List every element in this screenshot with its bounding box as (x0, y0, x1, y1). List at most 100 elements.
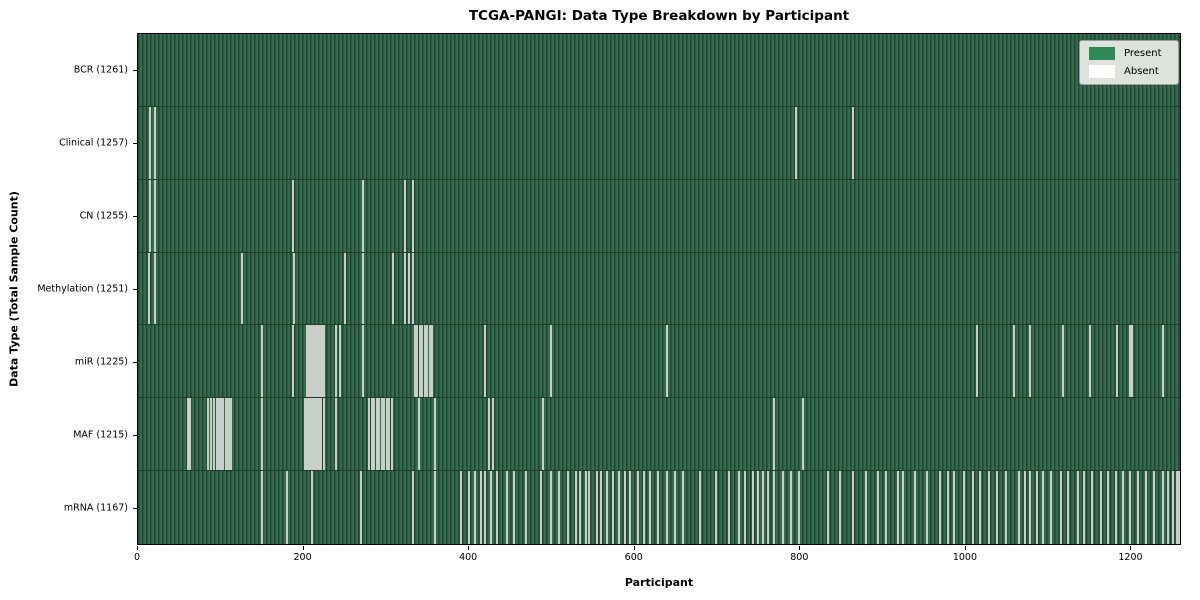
absent-mark (1172, 471, 1175, 544)
x-tick-mark (799, 546, 801, 550)
absent-mark (649, 471, 652, 544)
absent-mark (260, 398, 263, 471)
legend-label-present: Present (1124, 48, 1162, 59)
absent-mark (147, 252, 150, 325)
y-tick-mark (133, 289, 137, 290)
y-tick-label: Clinical (1257) (59, 137, 128, 149)
absent-mark (416, 325, 419, 398)
absent-mark (343, 252, 346, 325)
absent-mark (153, 179, 156, 252)
absent-mark (391, 252, 394, 325)
absent-mark (642, 471, 645, 544)
absent-swatch-icon (1089, 65, 1115, 78)
absent-mark (153, 106, 156, 179)
absent-mark (467, 471, 470, 544)
absent-mark (938, 471, 941, 544)
absent-mark (423, 325, 426, 398)
absent-mark (335, 398, 338, 471)
heatmap-row-clinical (138, 106, 1180, 180)
absent-mark (335, 325, 338, 398)
absent-mark (484, 325, 487, 398)
x-tick-mark (137, 546, 138, 550)
absent-mark (1036, 471, 1039, 544)
absent-mark (1012, 325, 1015, 398)
absent-mark (222, 398, 225, 471)
absent-mark (1083, 471, 1086, 544)
absent-mark (1017, 471, 1020, 544)
absent-mark (1062, 325, 1065, 398)
absent-mark (375, 398, 378, 471)
absent-mark (380, 398, 383, 471)
absent-mark (766, 471, 769, 544)
absent-mark (339, 325, 342, 398)
absent-mark (226, 398, 229, 471)
absent-mark (417, 398, 420, 471)
absent-mark (851, 471, 854, 544)
heatmap-row-maf (138, 398, 1180, 472)
absent-mark (826, 471, 829, 544)
absent-mark (617, 471, 620, 544)
legend-label-absent: Absent (1124, 66, 1159, 77)
absent-mark (1041, 471, 1044, 544)
absent-mark (1175, 471, 1178, 544)
absent-mark (623, 471, 626, 544)
absent-mark (971, 471, 974, 544)
present-swatch-icon (1089, 47, 1115, 60)
absent-mark (1091, 471, 1094, 544)
absent-mark (361, 252, 364, 325)
absent-mark (773, 398, 776, 471)
x-tick-label: 1200 (1118, 552, 1143, 563)
absent-mark (1136, 471, 1139, 544)
absent-mark (550, 471, 553, 544)
y-tick-mark (133, 362, 137, 364)
absent-mark (876, 471, 879, 544)
absent-mark (260, 325, 263, 398)
absent-mark (794, 106, 797, 179)
absent-mark (963, 471, 966, 544)
x-tick-label: 1000 (952, 552, 977, 563)
absent-mark (595, 471, 598, 544)
absent-mark (305, 398, 308, 471)
absent-mark (1107, 471, 1110, 544)
absent-mark (798, 471, 801, 544)
absent-mark (902, 471, 905, 544)
x-tick-mark (964, 546, 966, 550)
absent-mark (574, 471, 577, 544)
absent-mark (373, 398, 376, 471)
absent-mark (368, 398, 371, 471)
absent-mark (727, 471, 730, 544)
absent-mark (751, 471, 754, 544)
absent-mark (260, 471, 263, 544)
y-tick-label: miR (1225) (74, 356, 128, 368)
absent-mark (426, 325, 429, 398)
absent-mark (418, 325, 421, 398)
absent-mark (322, 325, 325, 398)
absent-mark (315, 398, 318, 471)
y-tick-label: CN (1255) (79, 210, 128, 222)
y-tick-label: mRNA (1167) (63, 502, 128, 514)
absent-mark (313, 325, 315, 398)
absent-mark (489, 471, 492, 544)
absent-mark (215, 398, 218, 471)
absent-mark (1129, 471, 1132, 544)
absent-mark (656, 471, 659, 544)
y-tick-mark (133, 69, 137, 71)
absent-mark (1023, 471, 1026, 544)
absent-mark (385, 398, 388, 471)
absent-mark (230, 398, 233, 471)
absent-mark (388, 398, 391, 471)
x-tick-label: 400 (459, 552, 478, 563)
x-tick-mark (633, 546, 635, 550)
absent-mark (434, 471, 437, 544)
heatmap-row-mir (138, 325, 1180, 399)
absent-mark (1161, 471, 1164, 544)
absent-mark (541, 398, 544, 471)
absent-mark (913, 471, 916, 544)
absent-mark (599, 471, 602, 544)
y-tick-label: Methylation (1251) (37, 283, 128, 295)
absent-mark (579, 471, 582, 544)
absent-mark (361, 179, 364, 252)
absent-mark (1099, 471, 1102, 544)
absent-mark (320, 398, 323, 471)
